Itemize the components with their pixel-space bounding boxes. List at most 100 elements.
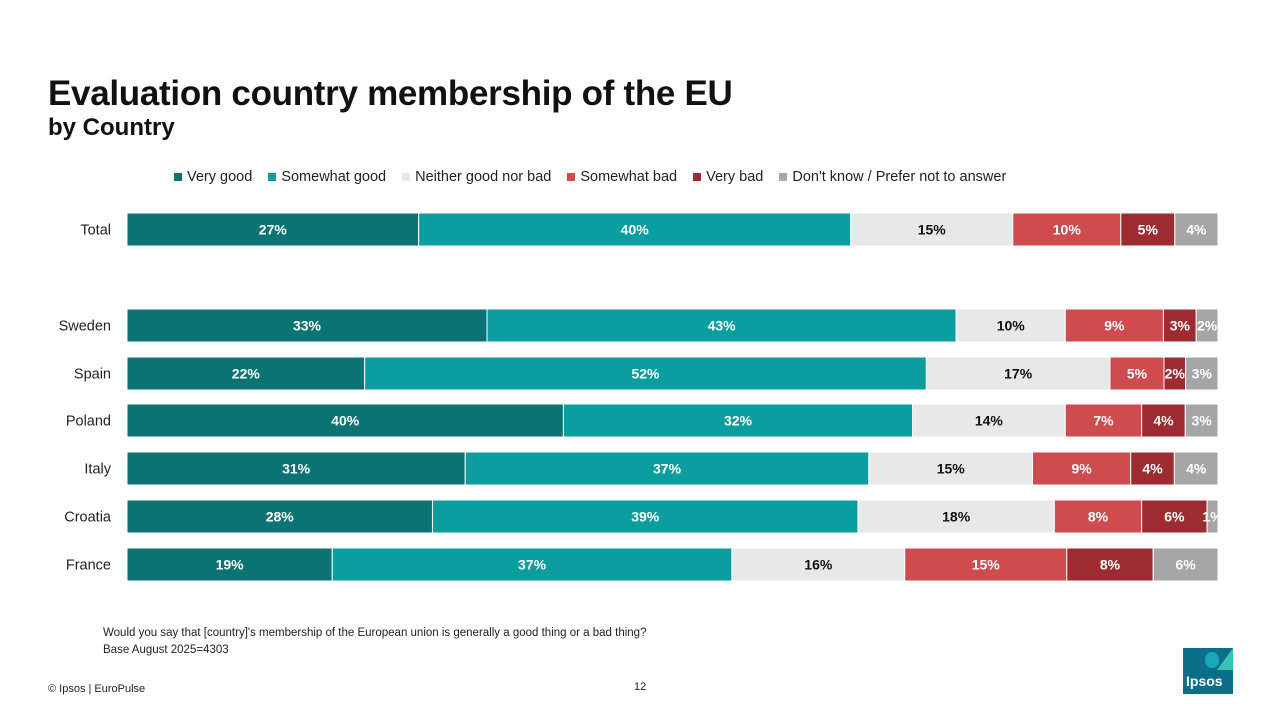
data-label: 6% — [1175, 557, 1196, 573]
bar-segment — [364, 356, 927, 391]
bar-segment — [1064, 308, 1164, 343]
bar-segment — [1206, 499, 1219, 534]
data-label: 9% — [1072, 461, 1093, 477]
logo-mark-icon — [1205, 652, 1219, 668]
data-label: 37% — [518, 557, 547, 573]
legend-swatch — [402, 173, 411, 181]
legend-swatch — [174, 173, 182, 181]
data-label: 2% — [1197, 318, 1218, 334]
data-label: 17% — [1004, 366, 1033, 382]
data-label: 3% — [1192, 413, 1213, 429]
logo-text: Ipsos — [1186, 673, 1223, 689]
bar-segment — [562, 403, 914, 438]
data-label: 4% — [1186, 461, 1207, 477]
data-label: 10% — [1053, 222, 1082, 238]
data-label: 32% — [724, 413, 753, 429]
bar-segment — [1174, 212, 1219, 247]
legend-item: Somewhat good — [268, 169, 386, 185]
data-label: 52% — [631, 366, 660, 382]
data-label: 14% — [975, 413, 1004, 429]
slide-title: Evaluation country membership of the EU — [48, 74, 733, 113]
category-label: France — [66, 558, 111, 574]
data-label: 16% — [804, 557, 833, 573]
page-number: 12 — [634, 681, 647, 693]
bar-segment — [925, 356, 1111, 391]
bar-segment — [1053, 499, 1143, 534]
bar-segment — [1032, 451, 1132, 486]
data-label: 18% — [942, 509, 971, 525]
legend-item: Don't know / Prefer not to answer — [779, 169, 1006, 185]
bar-segment — [486, 308, 957, 343]
data-label: 6% — [1164, 509, 1185, 525]
data-label: 15% — [918, 222, 947, 238]
legend-label: Somewhat good — [281, 169, 387, 185]
bar-segment — [857, 499, 1055, 534]
bar-segment — [1195, 308, 1219, 343]
category-label: Total — [80, 223, 111, 239]
bar-segment — [464, 451, 870, 486]
bar-segment — [1109, 356, 1165, 391]
survey-question-note: Would you say that [country]'s membershi… — [103, 627, 647, 639]
bar-segment — [1173, 451, 1219, 486]
sample-base-note: Base August 2025=4303 — [103, 644, 229, 656]
stacked-bar-chart: Total 27% 40% 15% 10% 5% 4% Sweden 33% 43% 10% 9% 3%… — [58, 212, 1223, 582]
category-label: Croatia — [64, 510, 112, 526]
data-label: 15% — [937, 461, 966, 477]
bar-segment — [1012, 212, 1122, 247]
bar-segment — [1066, 547, 1154, 582]
ipsos-logo: Ipsos — [1183, 648, 1233, 694]
data-label: 8% — [1088, 509, 1109, 525]
legend-item: Very bad — [693, 169, 763, 185]
bar-segment — [126, 403, 564, 438]
bar-segment — [1130, 451, 1175, 486]
bar-segment — [904, 547, 1068, 582]
data-label: 37% — [653, 461, 682, 477]
legend-label: Somewhat bad — [580, 169, 678, 185]
legend-label: Don't know / Prefer not to answer — [792, 169, 1007, 185]
data-label: 40% — [621, 222, 650, 238]
category-label: Poland — [66, 414, 111, 430]
chart-legend: Very good Somewhat good Neither good nor b… — [174, 169, 1022, 185]
bar-segment — [126, 547, 333, 582]
bar-segment — [126, 451, 466, 486]
footer-source: © Ipsos | EuroPulse — [48, 683, 146, 695]
chart-footnote: Would you say that [country]'s membershi… — [103, 625, 646, 659]
data-label: 4% — [1186, 222, 1207, 238]
data-label: 7% — [1093, 413, 1114, 429]
data-label: 1% — [1202, 509, 1223, 525]
bar-segment — [418, 212, 852, 247]
data-label: 5% — [1127, 366, 1148, 382]
legend-swatch — [268, 173, 277, 181]
legend-label: Very good — [187, 169, 253, 185]
data-label: 8% — [1100, 557, 1121, 573]
category-label: Italy — [84, 462, 111, 478]
bar-segment — [1141, 499, 1208, 534]
legend-label: Very bad — [706, 169, 764, 185]
data-label: 28% — [266, 509, 295, 525]
data-label: 22% — [232, 366, 261, 382]
data-label: 40% — [331, 413, 360, 429]
legend-item: Very good — [174, 169, 252, 185]
data-label: 39% — [631, 509, 660, 525]
legend-item: Somewhat bad — [567, 169, 677, 185]
data-label: 33% — [293, 318, 322, 334]
legend-swatch — [693, 173, 702, 181]
data-label: 27% — [259, 222, 288, 238]
bar-segment — [1152, 547, 1219, 582]
legend-item: Neither good nor bad — [402, 169, 551, 185]
category-label: Sweden — [59, 319, 111, 335]
bar-segment — [431, 499, 859, 534]
bar-segment — [331, 547, 733, 582]
bar-segment — [850, 212, 1014, 247]
data-label: 15% — [972, 557, 1001, 573]
bar-segment — [1141, 403, 1186, 438]
bar-segment — [1064, 403, 1143, 438]
data-label: 9% — [1104, 318, 1125, 334]
data-label: 4% — [1153, 413, 1174, 429]
data-label: 43% — [708, 318, 737, 334]
slide-subtitle: by Country — [48, 114, 175, 141]
data-label: 10% — [997, 318, 1026, 334]
data-label: 19% — [216, 557, 245, 573]
legend-swatch — [567, 173, 576, 181]
data-label: 3% — [1170, 318, 1191, 334]
